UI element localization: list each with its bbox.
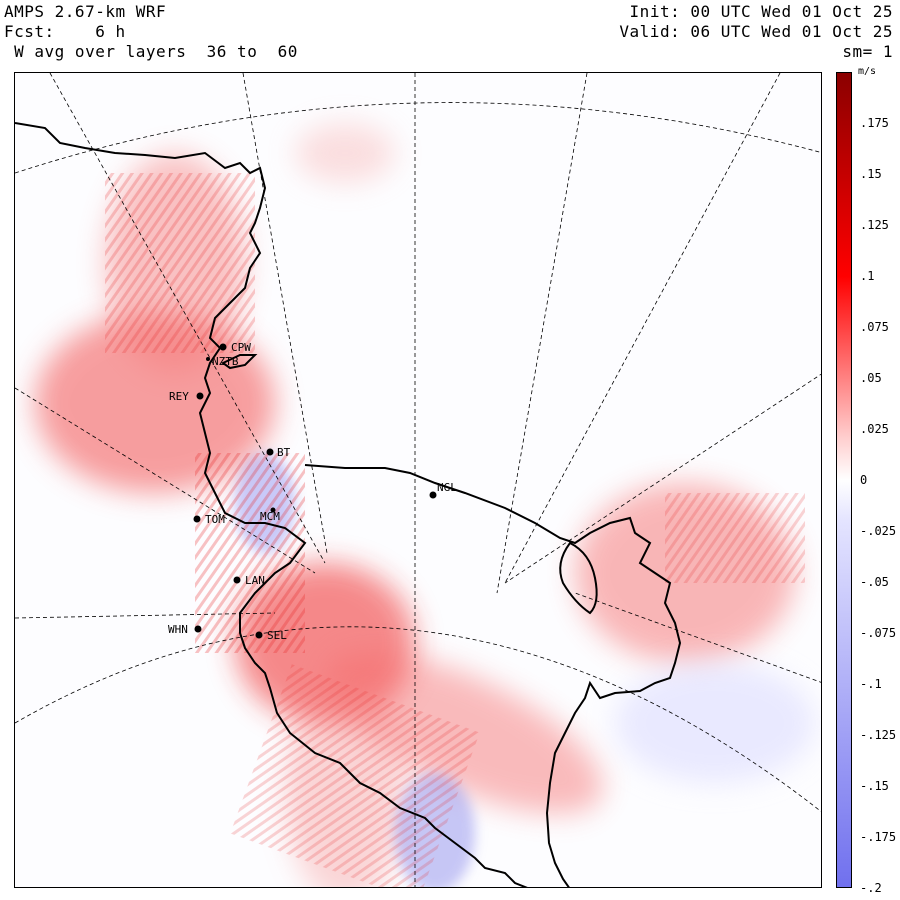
svg-text:LAN: LAN [245,574,265,587]
graticule [15,73,821,887]
station-nztb[interactable]: NZTB [206,355,239,368]
station-ngl[interactable]: NGL [429,481,458,499]
colorbar-tick: .1 [860,269,875,283]
colorbar-tick: -.15 [860,779,889,793]
colorbar-tick: -.175 [860,830,897,844]
station-markers: CPW NZTB REY BT MCM NGL [168,341,457,642]
model-title: AMPS 2.67-km WRF [4,2,167,21]
svg-text:SEL: SEL [267,629,287,642]
svg-text:BT: BT [277,446,291,459]
colorbar-tick: -.05 [860,575,889,589]
svg-text:NGL: NGL [437,481,457,494]
colorbar [836,72,852,888]
station-bt[interactable]: BT [266,446,291,459]
station-whn[interactable]: WHN [168,623,202,636]
station-tom[interactable]: TOM [193,513,226,526]
colorbar-tick: -.025 [860,524,897,538]
forecast-hour: Fcst: 6 h [4,22,126,41]
map-canvas[interactable]: CPW NZTB REY BT MCM NGL [15,73,822,888]
map-panel[interactable]: CPW NZTB REY BT MCM NGL [14,72,822,888]
vertical-velocity-field [35,123,815,887]
colorbar-tick: .15 [860,167,882,181]
colorbar-tick: .075 [860,320,889,334]
svg-text:TOM: TOM [205,513,225,526]
colorbar-tick: .05 [860,371,882,385]
station-sel[interactable]: SEL [255,629,288,642]
station-rey[interactable]: REY [169,390,204,403]
svg-text:NZTB: NZTB [212,355,239,368]
svg-text:REY: REY [169,390,189,403]
station-mcm[interactable]: MCM [260,507,280,524]
smoothing-label: sm= 1 [842,42,893,61]
colorbar-unit: m/s [858,66,877,77]
colorbar-tick: .125 [860,218,889,232]
field-description: W avg over layers 36 to 60 [4,42,298,61]
colorbar-tick: -.075 [860,626,897,640]
colorbar-tick: -.1 [860,677,882,691]
init-time: Init: 00 UTC Wed 01 Oct 25 [629,2,893,21]
colorbar-tick: .175 [860,116,889,130]
valid-time: Valid: 06 UTC Wed 01 Oct 25 [619,22,893,41]
colorbar-tick: .025 [860,422,889,436]
svg-text:CPW: CPW [231,341,251,354]
coastline [15,122,682,887]
colorbar-tick: -.125 [860,728,897,742]
svg-text:MCM: MCM [260,510,280,523]
colorbar-tick: 0 [860,473,868,487]
station-cpw[interactable]: CPW [219,341,252,354]
station-lan[interactable]: LAN [233,574,265,587]
svg-text:WHN: WHN [168,623,188,636]
colorbar-tick: -.2 [860,881,882,895]
